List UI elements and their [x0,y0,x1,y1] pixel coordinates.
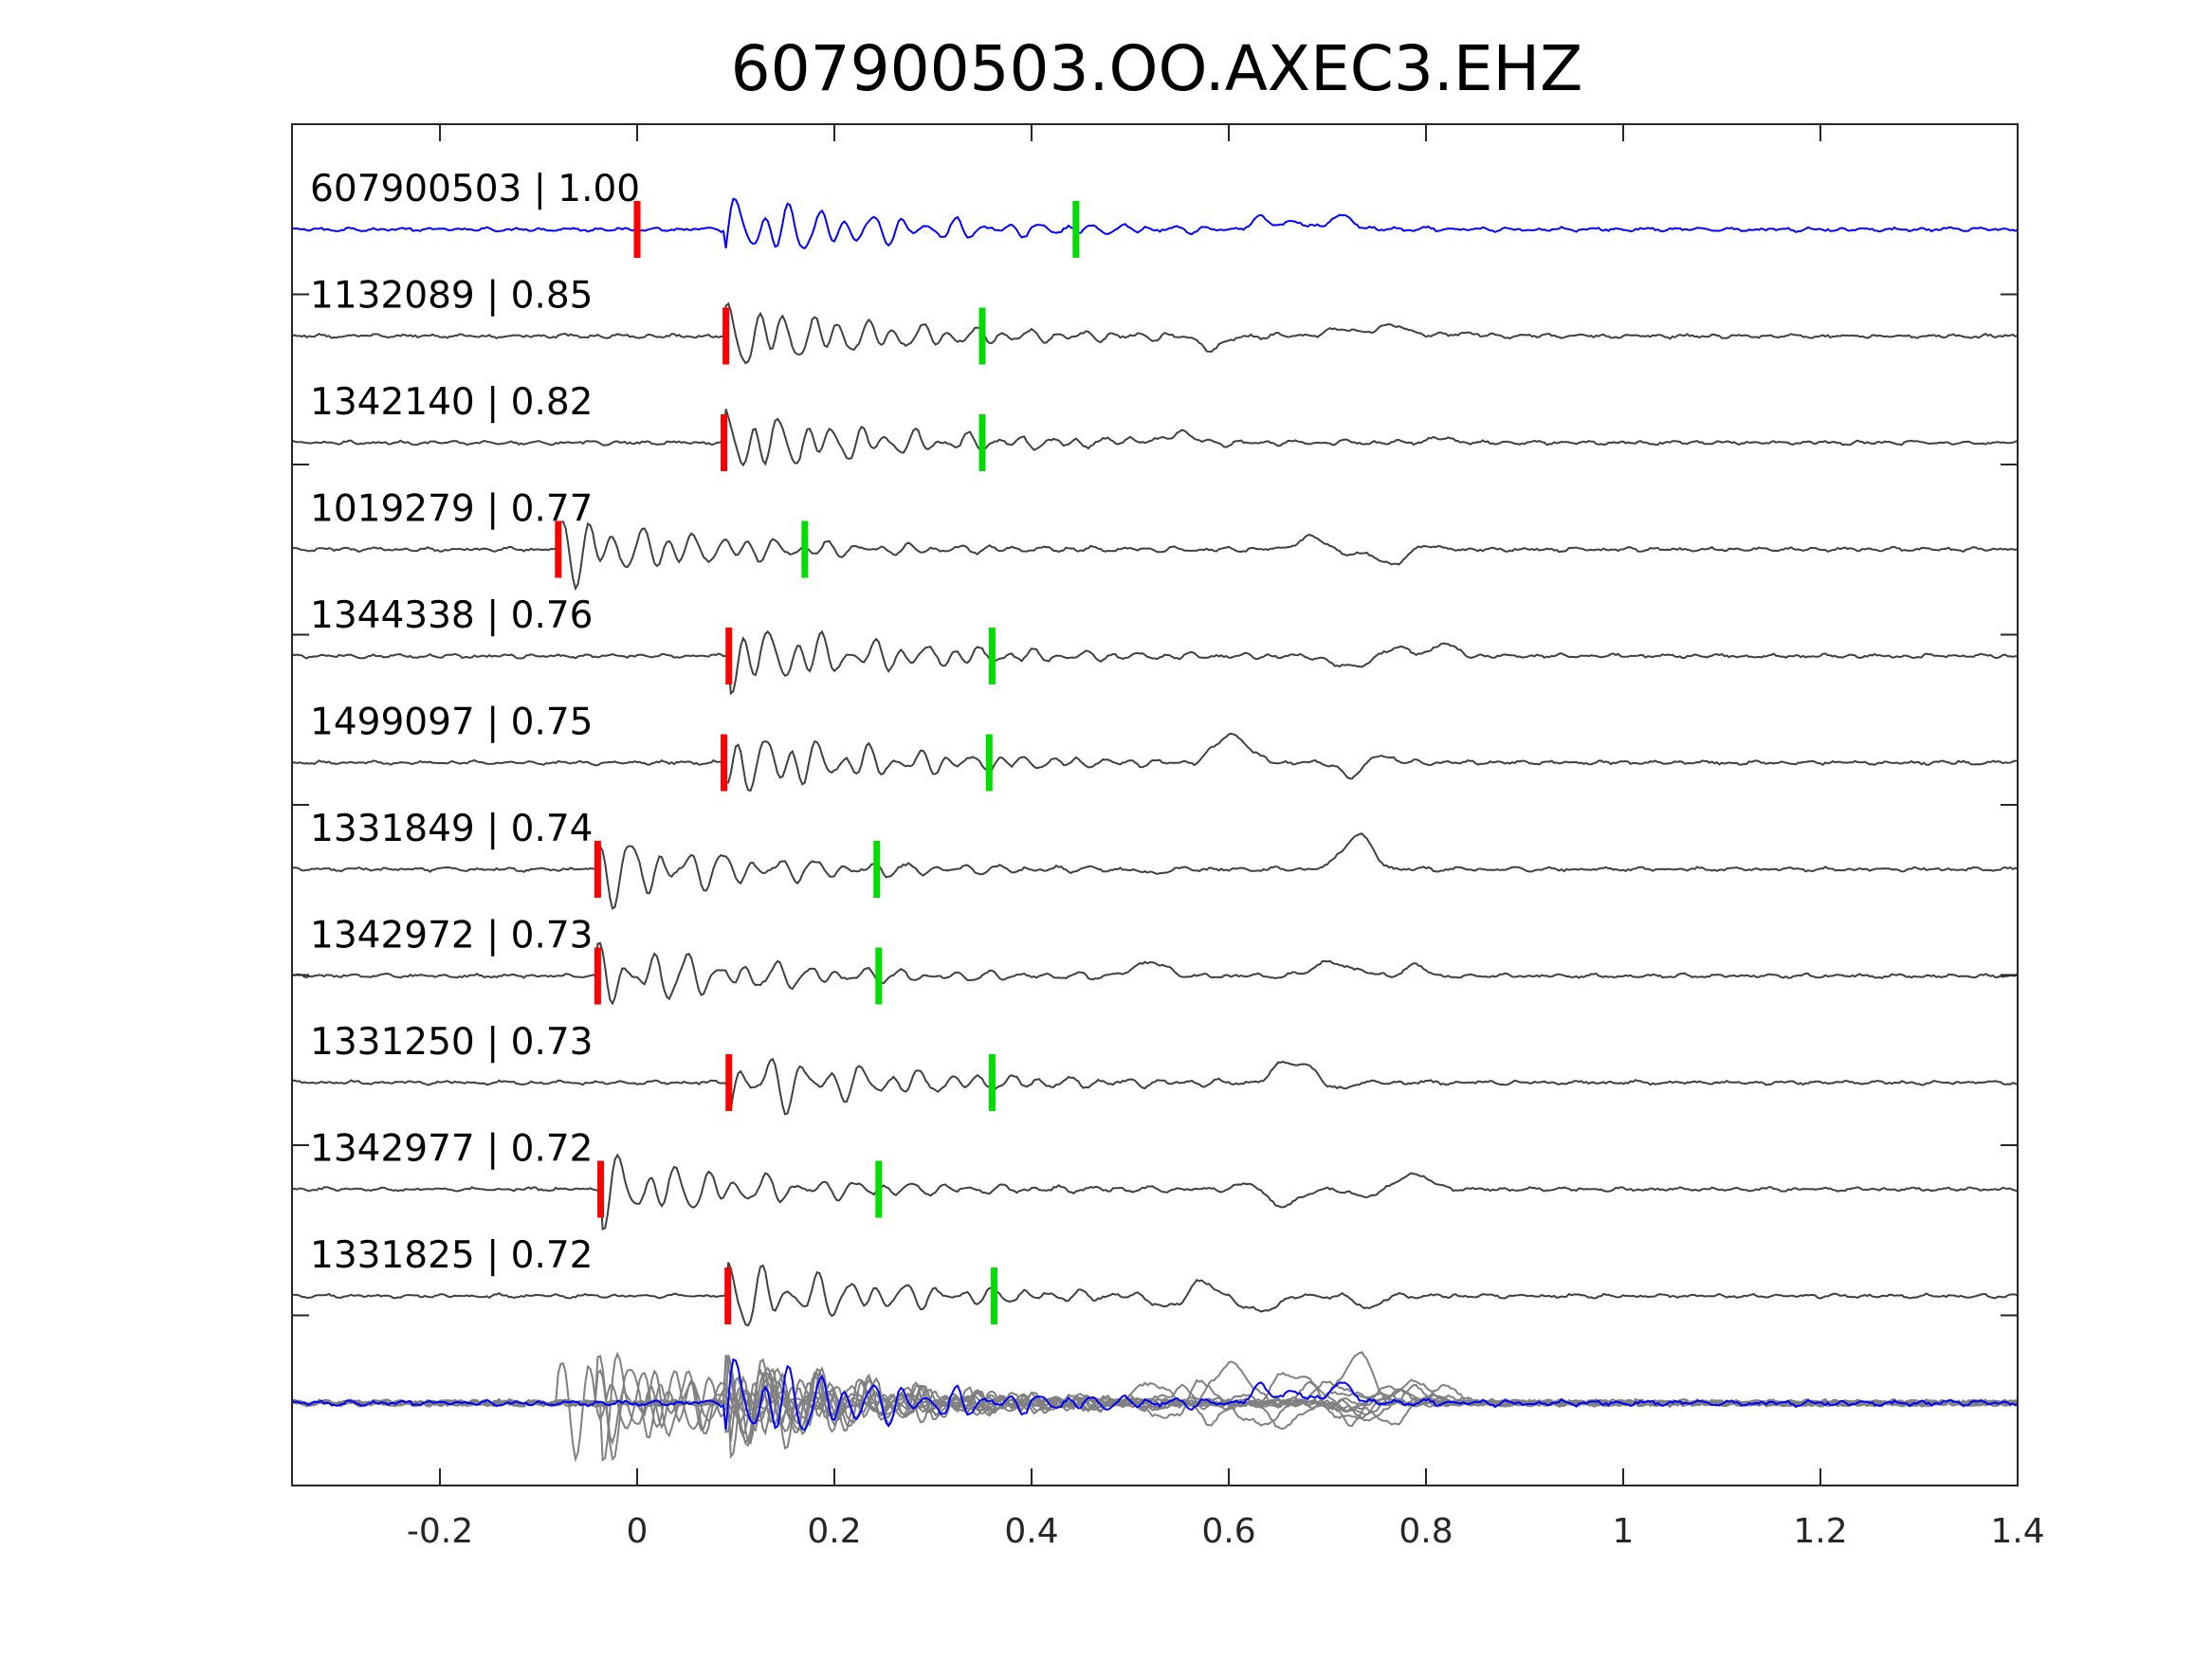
trace-label: 1331849 | 0.74 [310,808,593,850]
trace-label: 607900503 | 1.00 [310,168,640,210]
trace-label: 1344338 | 0.76 [310,594,593,637]
waveform-trace [291,732,2018,793]
trace-label: 1499097 | 0.75 [310,702,593,744]
plot-frame [291,123,2019,1486]
trace-label: 1331250 | 0.73 [310,1021,593,1064]
trace-label: 1331825 | 0.72 [310,1234,593,1277]
trace-label: 1342977 | 0.72 [310,1128,593,1171]
waveform-trace [291,197,2019,250]
x-tick-label: 0.6 [1201,1512,1255,1551]
stacked-waveforms [291,1351,2019,1463]
phase-picks [555,201,1080,1324]
waveform-trace [291,941,2019,1006]
x-tick-label: 0 [627,1512,649,1551]
trace-label: 1342972 | 0.73 [310,915,593,957]
trace-label: 1132089 | 0.85 [310,275,593,318]
stack-trace [291,1366,2019,1460]
x-tick-labels: -0.2 0 0.2 0.4 0.6 0.8 1 1.2 1.4 [407,1512,2045,1551]
stack-trace [291,1362,2019,1463]
x-tick-label: 0.8 [1398,1512,1453,1551]
stack-template-trace [291,1358,2019,1431]
waveform-trace [291,1057,2019,1116]
waveform-trace [291,520,2019,592]
waveform-trace [291,832,2019,911]
trace-label: 1019279 | 0.77 [310,488,593,531]
waveform-trace [291,409,2019,467]
chart-title: 607900503.OO.AXEC3.EHZ [731,32,1583,105]
x-tick-label: 1 [1613,1512,1635,1551]
x-tick-label: 0.4 [1004,1512,1058,1551]
waveform-trace [291,1262,2019,1327]
trace-label: 1342140 | 0.82 [310,381,593,424]
waveform-trace [291,301,2019,365]
stack-trace [291,1354,2019,1438]
x-tick-label: 0.2 [807,1512,861,1551]
waveform-trace [291,1153,2019,1231]
x-tick-label: -0.2 [407,1512,473,1551]
x-tick-label: 1.4 [1990,1512,2044,1551]
axis-ticks [292,124,2019,1486]
trace-labels: 607900503 | 1.00 1132089 | 0.85 1342140 | … [310,168,640,1277]
waveform-traces [291,197,2019,1327]
stack-trace [291,1355,2019,1448]
waveform-trace [291,629,2018,696]
x-tick-label: 1.2 [1793,1512,1847,1551]
